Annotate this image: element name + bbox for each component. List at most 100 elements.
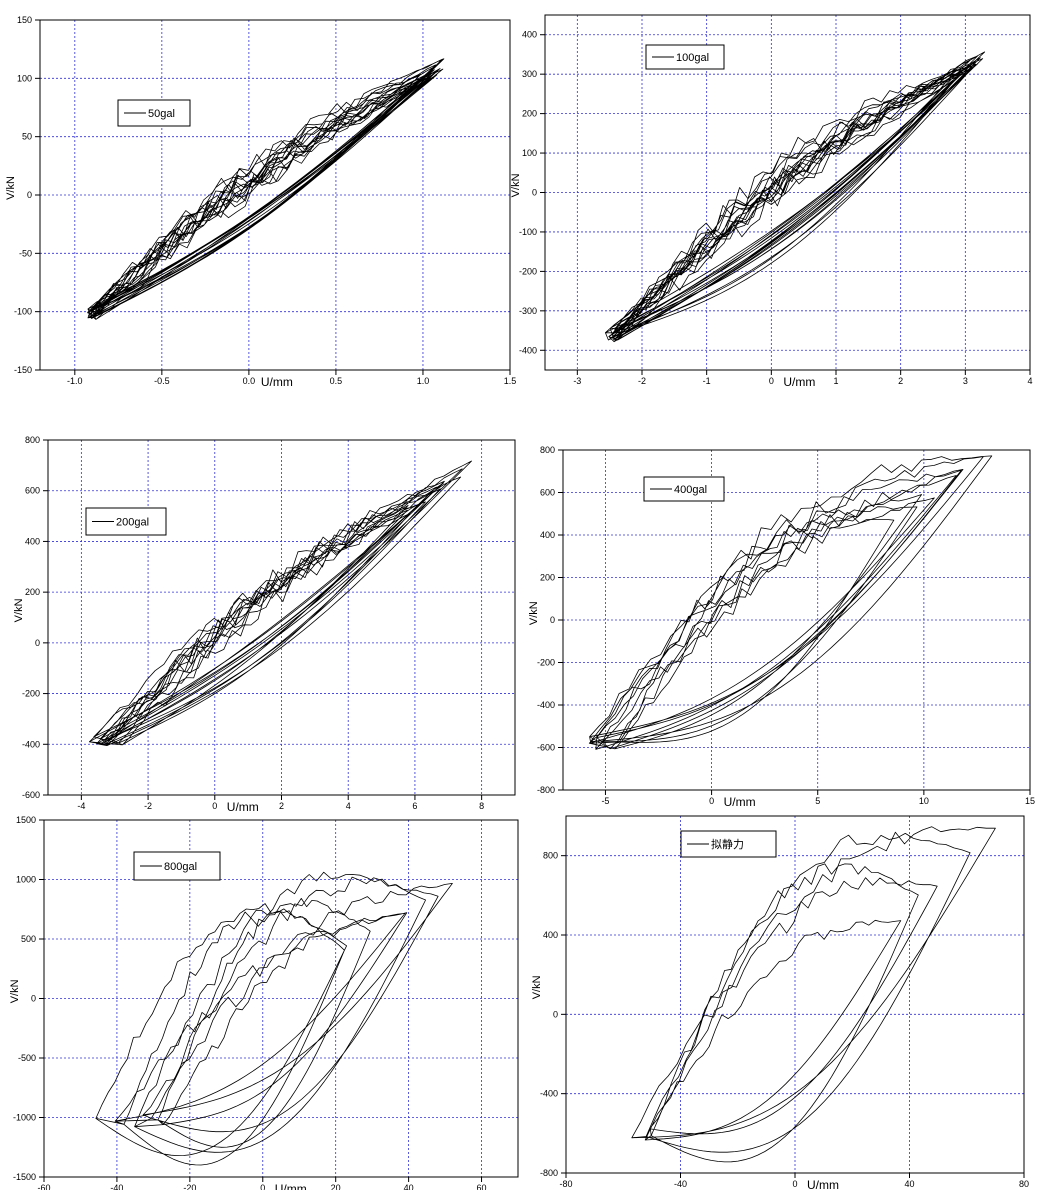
- y-tick-label: 100: [522, 148, 537, 158]
- y-tick-label: -300: [519, 306, 537, 316]
- x-tick-label: -1: [703, 376, 711, 386]
- y-tick-label: -600: [22, 790, 40, 800]
- x-tick-label: 0: [769, 376, 774, 386]
- legend: 800gal: [133, 851, 221, 881]
- y-tick-label: -400: [22, 739, 40, 749]
- chart-panel-3: -4 -2 0 2 4 6 8 -600 -400 -200 0 200 400 600 800 U/mm V/…: [13, 435, 516, 814]
- x-tick-label: 5: [815, 796, 820, 806]
- y-tick-label: 800: [540, 445, 555, 455]
- y-tick-label: 400: [522, 30, 537, 40]
- x-tick-label: -80: [559, 1179, 572, 1189]
- x-tick-label: 8: [479, 801, 484, 811]
- x-axis-label: U/mm: [807, 1178, 839, 1190]
- y-tick-label: 800: [25, 435, 40, 445]
- x-tick-label: 0: [212, 801, 217, 811]
- legend-label: 拟静力: [711, 837, 744, 851]
- y-tick-label: 1500: [16, 815, 36, 825]
- legend-label: 100gal: [676, 52, 709, 64]
- chart-panel-5: -60 -40 -20 0 20 40 60 -1500 -1000 -500 0 500 1000 15…: [9, 815, 519, 1190]
- chart-panel-1: -1.0 -0.5 0.0 0.5 1.0 1.5 -150 -100 -50 0 50 100 150…: [5, 15, 516, 389]
- x-tick-label: -40: [110, 1183, 123, 1190]
- x-tick-label: 1: [833, 376, 838, 386]
- legend-label: 200gal: [116, 517, 149, 529]
- y-tick-label: 300: [522, 69, 537, 79]
- x-tick-label: 4: [1027, 376, 1032, 386]
- y-tick-label: -100: [519, 227, 537, 237]
- x-tick-label: 1.5: [504, 376, 517, 386]
- x-tick-label: -4: [77, 801, 85, 811]
- y-tick-label: 600: [25, 486, 40, 496]
- x-tick-label: 15: [1025, 796, 1035, 806]
- y-tick-label: -1000: [13, 1113, 36, 1123]
- y-axis-label: V/kN: [13, 598, 25, 622]
- y-axis-label: V/kN: [9, 979, 21, 1003]
- x-tick-label: 2: [279, 801, 284, 811]
- legend: 50gal: [117, 99, 191, 127]
- y-tick-label: 400: [25, 536, 40, 546]
- y-tick-label: 100: [17, 73, 32, 83]
- legend: 400gal: [643, 476, 725, 502]
- x-tick-label: 4: [346, 801, 351, 811]
- x-tick-label: 2: [898, 376, 903, 386]
- x-tick-label: 6: [412, 801, 417, 811]
- x-tick-label: 3: [963, 376, 968, 386]
- legend-label: 400gal: [674, 484, 707, 496]
- plot-frame: [39, 19, 511, 371]
- y-tick-label: -600: [537, 743, 555, 753]
- y-tick-label: 0: [553, 1009, 558, 1019]
- series-line: [588, 455, 993, 750]
- x-axis-label: U/mm: [783, 375, 815, 389]
- y-tick-label: 0: [550, 615, 555, 625]
- legend: 200gal: [85, 507, 167, 536]
- y-tick-label: 200: [522, 109, 537, 119]
- x-axis-label: U/mm: [227, 800, 259, 814]
- x-tick-label: 80: [1019, 1179, 1029, 1189]
- legend-label: 800gal: [164, 861, 197, 873]
- y-tick-label: -400: [519, 345, 537, 355]
- y-tick-label: 0: [31, 994, 36, 1004]
- series-line: [631, 826, 996, 1163]
- x-tick-label: 0.5: [330, 376, 343, 386]
- y-axis-label: V/kN: [510, 173, 522, 197]
- x-tick-label: -5: [601, 796, 609, 806]
- y-tick-label: -200: [519, 266, 537, 276]
- y-tick-label: 400: [540, 530, 555, 540]
- y-tick-label: 0: [27, 190, 32, 200]
- x-tick-label: -3: [573, 376, 581, 386]
- x-tick-label: -0.5: [154, 376, 170, 386]
- y-tick-label: 200: [540, 573, 555, 583]
- x-tick-label: -2: [144, 801, 152, 811]
- y-tick-label: -200: [537, 658, 555, 668]
- series-line: [87, 58, 445, 320]
- chart-panel-2: -3 -2 -1 0 1 2 3 4 -400 -300 -200 -100 0 100 200 300 400…: [510, 14, 1033, 389]
- y-tick-label: -800: [537, 785, 555, 795]
- y-tick-label: 1000: [16, 875, 36, 885]
- y-tick-label: -1500: [13, 1172, 36, 1182]
- series-line: [605, 51, 986, 343]
- y-tick-label: 500: [21, 934, 36, 944]
- y-tick-label: 0: [35, 638, 40, 648]
- x-tick-label: 40: [404, 1183, 414, 1190]
- x-tick-label: 0: [709, 796, 714, 806]
- chart-panel-4: -5 0 5 10 15 -800 -600 -400 -200 0 200 400 600 800 U/m…: [528, 445, 1035, 809]
- x-tick-label: -1.0: [67, 376, 83, 386]
- x-tick-label: -60: [37, 1183, 50, 1190]
- x-tick-label: 60: [477, 1183, 487, 1190]
- x-tick-label: 10: [919, 796, 929, 806]
- x-tick-label: 20: [331, 1183, 341, 1190]
- y-tick-label: -500: [18, 1053, 36, 1063]
- y-tick-label: 600: [540, 488, 555, 498]
- x-axis-label: U/mm: [261, 375, 293, 389]
- x-axis-label: U/mm: [724, 795, 756, 809]
- y-tick-label: 0: [532, 188, 537, 198]
- x-tick-label: -40: [674, 1179, 687, 1189]
- x-axis-label: U/mm: [275, 1182, 307, 1190]
- y-tick-label: 50: [22, 132, 32, 142]
- y-tick-label: -400: [540, 1089, 558, 1099]
- series-line: [89, 460, 472, 746]
- series-line: [95, 871, 453, 1166]
- x-tick-label: -2: [638, 376, 646, 386]
- y-tick-label: 200: [25, 587, 40, 597]
